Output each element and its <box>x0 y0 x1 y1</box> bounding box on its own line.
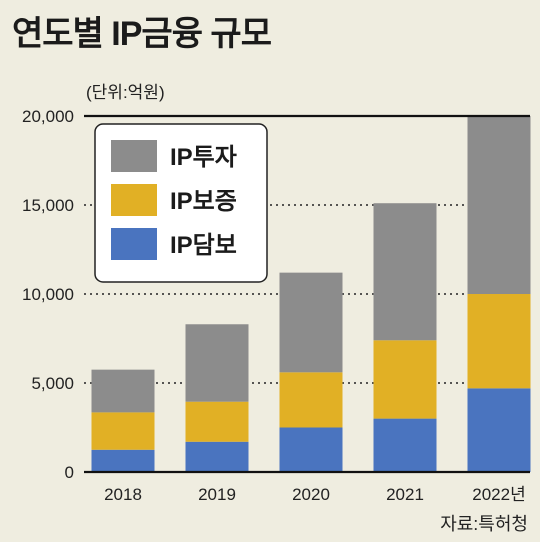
x-tick-label: 2020 <box>292 485 330 504</box>
bar-IP담보-2019 <box>185 441 249 472</box>
bar-IP보증-2020 <box>279 372 343 428</box>
bar-IP투자-2018 <box>91 369 155 413</box>
bar-IP담보-2021 <box>373 418 437 472</box>
axes: 0 5,000 10,000 15,000 20,000 2018 2019 2020 2021… <box>22 107 530 504</box>
bar-IP투자-2019 <box>185 324 249 402</box>
legend-swatch-IP보증 <box>111 184 157 216</box>
bar-IP담보-2022년 <box>467 388 531 472</box>
y-tick-label: 10,000 <box>22 285 74 304</box>
bar-IP담보-2020 <box>279 427 343 472</box>
y-tick-label: 0 <box>65 463 74 482</box>
legend-label-IP보증: IP보증 <box>170 188 237 215</box>
y-tick-label: 15,000 <box>22 196 74 215</box>
unit-label: (단위:억원) <box>86 83 165 102</box>
y-tick-label: 5,000 <box>31 374 74 393</box>
bar-IP투자-2022년 <box>467 116 531 294</box>
x-tick-label: 2021 <box>386 485 424 504</box>
y-tick-label: 20,000 <box>22 107 74 126</box>
bar-IP보증-2021 <box>373 340 437 419</box>
legend-swatch-IP담보 <box>111 228 157 260</box>
bar-IP보증-2018 <box>91 412 155 450</box>
bar-IP보증-2019 <box>185 401 249 442</box>
bar-IP보증-2022년 <box>467 294 531 389</box>
x-tick-label: 2022년 <box>472 485 525 504</box>
bar-IP투자-2020 <box>279 272 343 373</box>
x-tick-label: 2019 <box>198 485 236 504</box>
source-label: 자료:특허청 <box>440 514 528 534</box>
chart-title: 연도별 IP금융 규모 <box>12 15 272 53</box>
legend: IP투자 IP보증 IP담보 <box>94 123 268 283</box>
bar-IP담보-2018 <box>91 449 155 472</box>
legend-label-IP담보: IP담보 <box>170 232 237 259</box>
legend-swatch-IP투자 <box>111 140 157 172</box>
x-tick-label: 2018 <box>104 485 142 504</box>
bars <box>91 116 531 472</box>
bar-IP투자-2021 <box>373 203 437 341</box>
legend-label-IP투자: IP투자 <box>170 144 237 171</box>
